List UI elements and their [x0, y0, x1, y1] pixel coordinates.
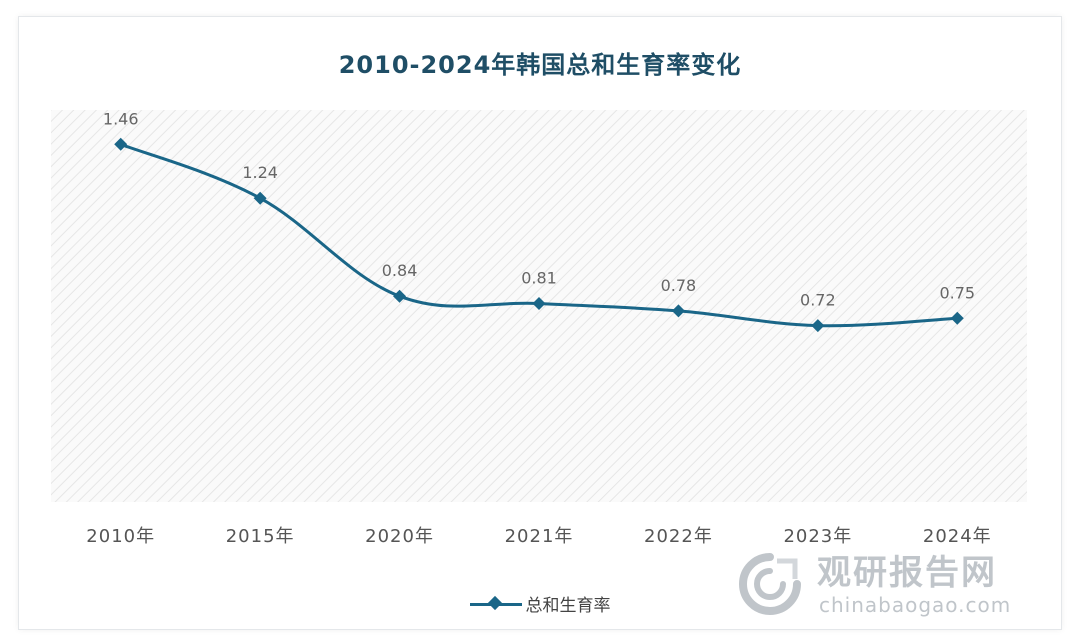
- data-label: 0.72: [800, 291, 836, 310]
- legend-item: 总和生育率: [469, 591, 611, 616]
- chart-frame: 2010-2024年韩国总和生育率变化 1.46 1.24 0.84 0.81 0.78…: [18, 16, 1062, 630]
- x-tick-label: 2010年: [86, 526, 155, 547]
- data-label: 1.24: [242, 163, 278, 182]
- watermark: 观研报告网 chinabaogao.com: [737, 543, 1057, 629]
- data-label: 1.46: [103, 109, 139, 128]
- x-tick-label: 2023年: [783, 526, 852, 547]
- data-point-marker: [253, 191, 267, 205]
- data-label: 0.75: [939, 283, 975, 302]
- data-point-marker: [114, 137, 128, 151]
- x-tick-label: 2020年: [365, 526, 434, 547]
- line-chart: 1.46 1.24 0.84 0.81 0.78 0.72 0.75 2010年 2015年 2…: [51, 109, 1027, 547]
- x-tick-label: 2022年: [644, 526, 713, 547]
- watermark-url: chinabaogao.com: [819, 593, 1012, 617]
- data-label: 0.81: [521, 269, 557, 288]
- data-point-marker: [811, 319, 825, 333]
- x-tick-label: 2024年: [923, 526, 992, 547]
- data-point-marker: [671, 304, 685, 318]
- data-label: 0.78: [661, 276, 697, 295]
- legend-label: 总和生育率: [525, 596, 611, 616]
- watermark-name: 观研报告网: [817, 553, 997, 593]
- data-point-marker: [393, 289, 407, 303]
- data-point-marker: [950, 311, 964, 325]
- x-tick-label: 2021年: [505, 526, 574, 547]
- chinabaogao-logo-icon: [739, 553, 801, 615]
- chart-title: 2010-2024年韩国总和生育率变化: [338, 51, 742, 79]
- data-label: 0.84: [382, 261, 418, 280]
- legend-line-marker-icon: [469, 595, 522, 611]
- data-point-marker: [532, 297, 546, 311]
- x-tick-label: 2015年: [226, 526, 295, 547]
- legend: 总和生育率: [19, 591, 1061, 616]
